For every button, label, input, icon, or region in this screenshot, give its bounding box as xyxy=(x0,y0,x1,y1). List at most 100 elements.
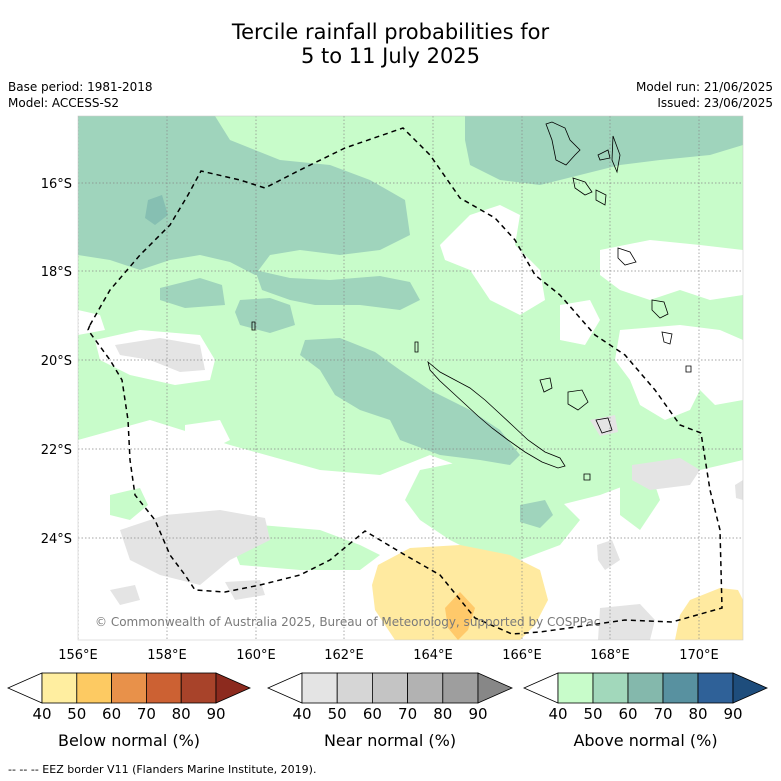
colorbar-tick-label: 50 xyxy=(67,705,86,723)
lat-label: 22°S xyxy=(41,443,72,458)
above-normal-70-area xyxy=(145,195,168,225)
probability-field: © Commonwealth of Australia 2025, Bureau… xyxy=(78,116,743,640)
no-signal-area xyxy=(615,325,743,420)
lon-label: 164°E xyxy=(413,648,453,663)
colorbar-high-extension xyxy=(732,672,768,704)
vanuatu-coast xyxy=(595,189,607,206)
colorbar-segment xyxy=(41,672,78,704)
island-coast xyxy=(251,321,256,331)
colorbar-tick-label: 80 xyxy=(172,705,191,723)
new-caledonia-coast xyxy=(427,360,566,469)
colorbar-segment xyxy=(76,672,113,704)
colorbar-segment xyxy=(111,672,147,704)
near-normal-50-area xyxy=(590,415,618,436)
vanuatu-coast xyxy=(572,177,593,196)
near-normal-50-area xyxy=(632,458,700,490)
vanuatu-coast xyxy=(611,135,621,174)
below-normal-60-area xyxy=(445,592,475,640)
colorbar-low-extension xyxy=(267,672,303,704)
issued-date: Issued: 23/06/2025 xyxy=(657,96,773,110)
island-coast xyxy=(661,331,673,345)
above-normal-60-area xyxy=(465,116,743,185)
vanuatu-coast xyxy=(545,121,581,166)
colorbar-tick-label: 80 xyxy=(433,705,452,723)
above-normal-60-area xyxy=(78,116,410,275)
above-normal-50-area xyxy=(110,488,148,520)
copyright-notice: © Commonwealth of Australia 2025, Bureau… xyxy=(95,615,600,629)
near-normal-label: Near normal (%) xyxy=(323,731,457,750)
lon-label: 156°E xyxy=(58,648,98,663)
below-normal-50-area xyxy=(675,588,743,640)
near-normal-50-area xyxy=(598,604,655,640)
below-normal-label: Below normal (%) xyxy=(57,731,201,750)
colorbar-tick-label: 60 xyxy=(618,705,637,723)
near-normal-50-area xyxy=(225,580,265,600)
near-normal-colorbar: 40 50 60 70 80 90 xyxy=(267,672,513,723)
loyalty-island-coast xyxy=(595,417,613,434)
vanuatu-coast xyxy=(597,149,611,161)
colorbar-segment xyxy=(627,672,664,704)
loyalty-island-coast xyxy=(567,389,589,411)
colorbar-high-extension xyxy=(477,672,513,704)
colorbar-tick-label: 90 xyxy=(468,705,487,723)
lat-label: 20°S xyxy=(41,354,72,369)
above-normal-label: Above normal (%) xyxy=(573,731,718,750)
model-name: Model: ACCESS-S2 xyxy=(8,96,120,110)
colorbar-tick-label: 60 xyxy=(102,705,121,723)
colorbar-tick-label: 50 xyxy=(328,705,347,723)
no-signal-area xyxy=(600,240,743,300)
near-normal-50-area xyxy=(110,585,140,605)
no-signal-area xyxy=(440,205,545,315)
colorbar-segment xyxy=(407,672,444,704)
longitude-labels: 156°E 158°E 160°E 162°E 164°E 166°E 168°… xyxy=(58,648,719,663)
colorbar-low-extension xyxy=(7,672,43,704)
base-period: Base period: 1981-2018 xyxy=(8,80,153,94)
colorbar-tick-label: 40 xyxy=(292,705,311,723)
island-coast xyxy=(651,299,669,319)
colorbar-tick-label: 90 xyxy=(206,705,225,723)
near-normal-50-area xyxy=(120,510,270,585)
colorbar-tick-label: 40 xyxy=(548,705,567,723)
island-coast xyxy=(414,341,419,353)
coastlines xyxy=(251,121,692,481)
colorbar-segment xyxy=(301,672,338,704)
colorbar-tick-label: 70 xyxy=(653,705,672,723)
lon-label: 168°E xyxy=(590,648,630,663)
colorbar-segment xyxy=(662,672,699,704)
map-title-line1: Tercile rainfall probabilities for xyxy=(231,20,550,44)
no-signal-area xyxy=(185,420,230,450)
lat-label: 16°S xyxy=(41,177,72,192)
above-normal-60-area xyxy=(235,298,295,333)
lat-label: 24°S xyxy=(41,532,72,547)
vanuatu-coast xyxy=(617,247,637,266)
colorbar-tick-label: 40 xyxy=(32,705,51,723)
colorbar-segment xyxy=(371,672,408,704)
colorbar-segment xyxy=(557,672,594,704)
colorbar-tick-label: 70 xyxy=(398,705,417,723)
lon-label: 170°E xyxy=(679,648,719,663)
no-signal-area xyxy=(560,300,600,345)
colorbar-segment xyxy=(180,672,217,704)
island-coast xyxy=(583,473,591,481)
model-run-date: Model run: 21/06/2025 xyxy=(635,80,773,94)
map-title-line2: 5 to 11 July 2025 xyxy=(300,44,481,68)
colorbar-segment xyxy=(697,672,734,704)
colorbar-tick-label: 60 xyxy=(363,705,382,723)
near-normal-50-area xyxy=(115,338,205,372)
lat-label: 18°S xyxy=(41,265,72,280)
above-normal-60-area xyxy=(520,500,553,528)
colorbar-segment xyxy=(336,672,373,704)
lon-label: 166°E xyxy=(502,648,542,663)
map-frame xyxy=(77,115,744,641)
eez-border xyxy=(87,127,723,635)
lon-label: 158°E xyxy=(147,648,187,663)
colorbar-low-extension xyxy=(523,672,559,704)
above-normal-60-area xyxy=(255,270,420,310)
colorbar-high-extension xyxy=(215,672,251,704)
above-normal-60-area xyxy=(160,278,225,308)
colorbar-tick-label: 80 xyxy=(688,705,707,723)
below-normal-colorbar: 40 50 60 70 80 90 xyxy=(7,672,251,723)
loyalty-island-coast xyxy=(539,377,553,393)
island-coast xyxy=(685,365,692,373)
near-normal-50-area xyxy=(597,540,620,570)
